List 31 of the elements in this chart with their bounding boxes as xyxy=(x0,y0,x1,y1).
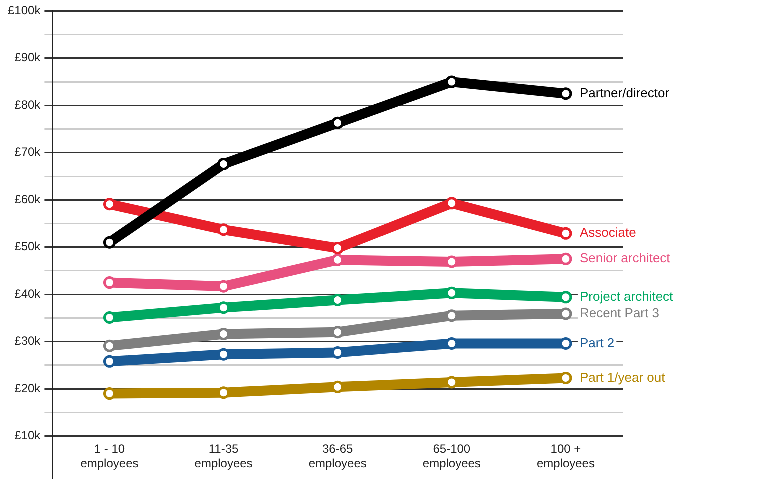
x-tick-label: 65-100 employees xyxy=(422,442,481,471)
y-tick-label: £90k xyxy=(14,50,42,65)
point xyxy=(332,242,344,255)
y-tick-label: £40k xyxy=(14,286,42,301)
series-label: Part 2 xyxy=(580,335,615,350)
y-tick-label: £70k xyxy=(14,145,42,160)
point xyxy=(103,355,116,368)
series-label: Part 1/year out xyxy=(580,370,666,385)
series-label: Project architect xyxy=(580,289,674,304)
series-label: Partner/director xyxy=(580,85,670,100)
y-tick-label: £10k xyxy=(14,428,42,443)
x-tick-label: 100 + employees xyxy=(536,442,595,471)
point xyxy=(446,197,458,210)
series-label: Recent Part 3 xyxy=(580,306,660,321)
y-tick-label: £60k xyxy=(14,192,42,206)
point xyxy=(560,227,572,240)
point xyxy=(103,311,116,324)
y-tick-label: £80k xyxy=(14,98,42,112)
point xyxy=(103,198,116,211)
series-label: Senior architect xyxy=(580,250,671,266)
series-label: Associate xyxy=(580,225,636,240)
point xyxy=(103,236,116,249)
y-tick-label: £100k xyxy=(8,4,42,18)
y-tick-label: £30k xyxy=(14,334,42,348)
x-tick-label: 11-35 employees xyxy=(194,442,253,471)
x-tick-label: 36-65 employees xyxy=(308,442,367,471)
point xyxy=(218,158,230,170)
point xyxy=(332,116,344,130)
y-tick-label: £20k xyxy=(14,381,42,396)
x-tick-label: 1 - 10 employees xyxy=(80,442,139,471)
y-tick-label: £50k xyxy=(14,240,42,254)
